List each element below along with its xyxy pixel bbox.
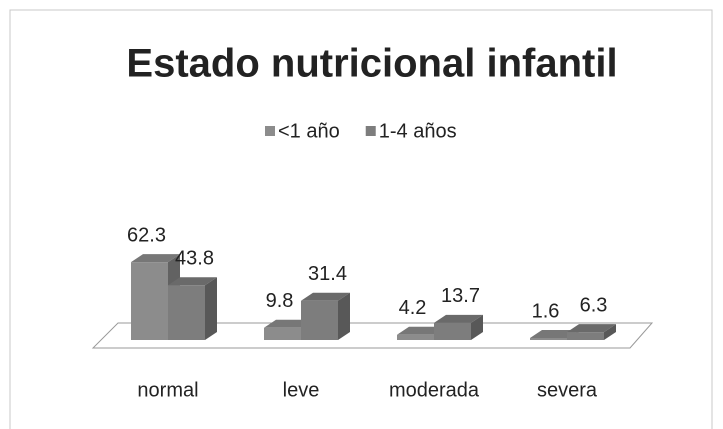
bar-side bbox=[205, 277, 217, 340]
x-tick-label: severa bbox=[537, 379, 598, 401]
legend-swatch bbox=[365, 126, 376, 136]
bar-front bbox=[434, 322, 471, 340]
bar-top bbox=[301, 292, 350, 301]
data-label: 4.2 bbox=[399, 297, 427, 319]
bar-front bbox=[567, 332, 604, 340]
x-tick-label: moderada bbox=[389, 379, 480, 401]
bar-top bbox=[131, 254, 180, 263]
bar-front bbox=[131, 262, 168, 340]
chart-title: Estado nutricional infantil bbox=[126, 42, 617, 86]
bar-top bbox=[567, 324, 616, 333]
chart-frame bbox=[9, 9, 713, 429]
bar-front bbox=[530, 338, 567, 340]
data-label: 62.3 bbox=[127, 224, 166, 246]
bar-top bbox=[397, 326, 446, 335]
data-label: 13.7 bbox=[441, 285, 480, 307]
data-label: 1.6 bbox=[532, 300, 560, 322]
bar bbox=[301, 292, 350, 340]
bar-side bbox=[604, 324, 616, 340]
bar-front bbox=[168, 285, 205, 340]
bar bbox=[434, 314, 483, 340]
data-label: 6.3 bbox=[580, 294, 608, 316]
x-tick-label: leve bbox=[283, 379, 320, 401]
bar-top bbox=[530, 330, 579, 338]
bar-top bbox=[264, 319, 313, 328]
floor bbox=[91, 322, 654, 349]
bar bbox=[567, 324, 616, 340]
bar-front bbox=[397, 334, 434, 340]
legend-label: <1 año bbox=[278, 120, 340, 142]
data-label: 9.8 bbox=[266, 290, 294, 312]
data-label: 43.8 bbox=[175, 248, 214, 270]
bar-front bbox=[264, 327, 301, 340]
bar bbox=[168, 277, 217, 340]
legend-swatch bbox=[265, 126, 275, 136]
bar-front bbox=[301, 300, 338, 340]
bar-top bbox=[168, 277, 217, 286]
bar-top bbox=[434, 314, 483, 323]
data-label: 31.4 bbox=[308, 263, 347, 285]
bar-side bbox=[338, 292, 350, 340]
x-tick-label: normal bbox=[137, 379, 198, 401]
legend-label: 1-4 años bbox=[379, 120, 457, 142]
bar-side bbox=[471, 314, 483, 340]
